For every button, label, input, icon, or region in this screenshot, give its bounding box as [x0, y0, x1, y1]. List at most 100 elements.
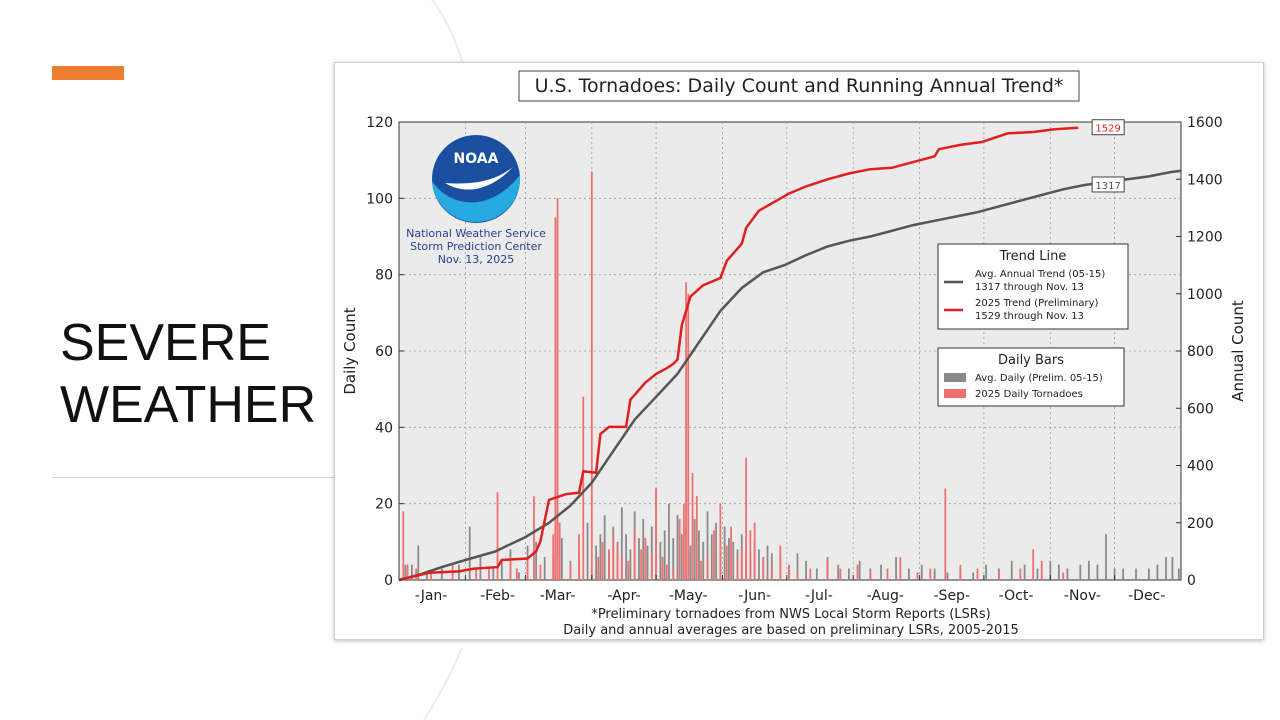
current-daily-bar: [644, 538, 647, 580]
avg-daily-bar: [693, 518, 696, 580]
avg-daily-bar: [985, 564, 987, 580]
avg-daily-bar: [1113, 568, 1116, 580]
avg-daily-bar: [933, 568, 936, 580]
current-daily-bar: [856, 564, 859, 580]
chart-title-box: [518, 70, 1080, 102]
current-daily-bar: [796, 572, 799, 580]
accent-bar: [52, 66, 124, 80]
avg-daily-bar: [1036, 568, 1039, 580]
current-daily-bar: [683, 503, 685, 580]
avg-daily-bar: [440, 568, 443, 580]
y-left-tick-label: 100: [366, 191, 393, 207]
y-right-tick-label: 1000: [1187, 287, 1223, 303]
x-month-label: -Nov-: [1064, 588, 1101, 604]
avg-daily-bar: [1122, 568, 1125, 580]
x-month-label: -Feb-: [480, 588, 515, 604]
avg-daily-bar: [659, 541, 662, 580]
y-axis-right-label: Annual Count: [1229, 300, 1247, 402]
current-daily-bar: [976, 568, 979, 580]
x-month-label: -Mar-: [540, 588, 576, 604]
avg-daily-bar: [732, 541, 735, 580]
y-axis-left-label: Daily Count: [341, 307, 359, 394]
avg-daily-bar: [895, 557, 897, 580]
avg-daily-bar: [492, 568, 495, 580]
avg-daily-bar: [625, 534, 628, 580]
avg-daily-bar: [972, 572, 975, 580]
avg-daily-bar: [770, 553, 773, 580]
avg-daily-bar: [1105, 534, 1107, 580]
avg-daily-bar: [710, 534, 713, 580]
average-end-label-text: 1317: [1095, 181, 1120, 192]
tornado-chart: U.S. Tornadoes: Daily Count and Running …: [341, 70, 1247, 638]
avg-daily-bar: [417, 545, 420, 580]
avg-daily-bar: [1010, 560, 1013, 580]
current-daily-bar: [552, 534, 555, 580]
avg-daily-bar: [676, 515, 679, 580]
avg-daily-bar: [715, 522, 717, 580]
avg-daily-bar: [1171, 557, 1174, 580]
current-daily-bar: [944, 488, 947, 580]
current-daily-bar: [695, 496, 698, 580]
noaa-logo-wave: [432, 175, 521, 223]
current-daily-bar: [627, 560, 630, 580]
title-divider: [52, 477, 334, 478]
current-daily-bar: [899, 557, 902, 580]
avg-daily-bar: [815, 568, 818, 580]
avg-daily-bar: [595, 545, 598, 580]
x-month-label: -Apr-: [607, 588, 640, 604]
x-month-label: -Oct-: [999, 588, 1034, 604]
footnote-1: *Preliminary tornadoes from NWS Local St…: [591, 607, 990, 622]
avg-daily-bar: [706, 511, 709, 580]
avg-daily-bar: [920, 564, 923, 580]
avg-daily-bar: [1096, 564, 1099, 580]
y-right-tick-label: 800: [1187, 344, 1214, 360]
noaa-logo-text: NOAA: [454, 151, 499, 167]
avg-daily-bar: [766, 545, 769, 580]
current-daily-bar: [569, 564, 572, 580]
current-daily-bar: [779, 545, 782, 580]
avg-daily-bar: [646, 545, 649, 580]
y-left-tick-label: 40: [375, 420, 393, 436]
y-left-tick-label: 0: [384, 573, 393, 589]
avg-daily-bar: [410, 564, 413, 580]
avg-daily-bar: [638, 538, 640, 580]
avg-daily-bar: [543, 557, 546, 580]
current-daily-bar: [770, 568, 773, 580]
current-daily-bar: [762, 557, 765, 580]
current-daily-bar: [655, 488, 657, 580]
current-daily-bar: [929, 568, 932, 580]
current-daily-bar: [665, 564, 668, 580]
current-daily-bar: [402, 511, 405, 580]
avg-daily-bar: [500, 560, 503, 580]
current-daily-bar: [582, 396, 585, 580]
avg-daily-bar: [1057, 564, 1060, 580]
trend-legend-avg-line2: 1317 through Nov. 13: [975, 282, 1084, 293]
current-daily-bar: [590, 171, 593, 580]
current-daily-bar: [1019, 568, 1022, 580]
current-daily-bar: [475, 568, 478, 580]
current-daily-bar: [620, 557, 623, 580]
avg-daily-bar: [642, 518, 645, 580]
avg-daily-bar: [723, 526, 726, 580]
y-right-tick-label: 400: [1187, 459, 1214, 475]
avg-daily-bar: [880, 564, 882, 580]
avg-daily-bar: [1087, 560, 1090, 580]
trend-legend-cur-line1: 2025 Trend (Preliminary): [975, 298, 1099, 309]
chart-frame: U.S. Tornadoes: Daily Count and Running …: [334, 62, 1264, 640]
trend-legend-avg-line1: Avg. Annual Trend (05-15): [975, 269, 1105, 280]
logo-line2: Storm Prediction Center: [410, 240, 542, 253]
x-month-label: -Jun-: [738, 588, 771, 604]
avg-daily-bar: [680, 534, 683, 580]
avg-daily-bar: [858, 560, 861, 580]
current-daily-bar: [539, 564, 542, 580]
avg-daily-bar: [535, 541, 538, 580]
current-daily-bar: [430, 572, 433, 580]
current-daily-bar: [745, 457, 747, 580]
y-right-tick-label: 1400: [1187, 172, 1223, 188]
current-annual-trend-line: [398, 126, 1079, 582]
current-daily-bar: [558, 522, 561, 580]
footnote-2: Daily and annual averages are based on p…: [563, 623, 1019, 638]
current-daily-bar: [886, 568, 889, 580]
y-axis-left-ticks: 0 20 40 60 80 100 120: [366, 115, 404, 589]
avg-daily-bar: [758, 549, 760, 580]
